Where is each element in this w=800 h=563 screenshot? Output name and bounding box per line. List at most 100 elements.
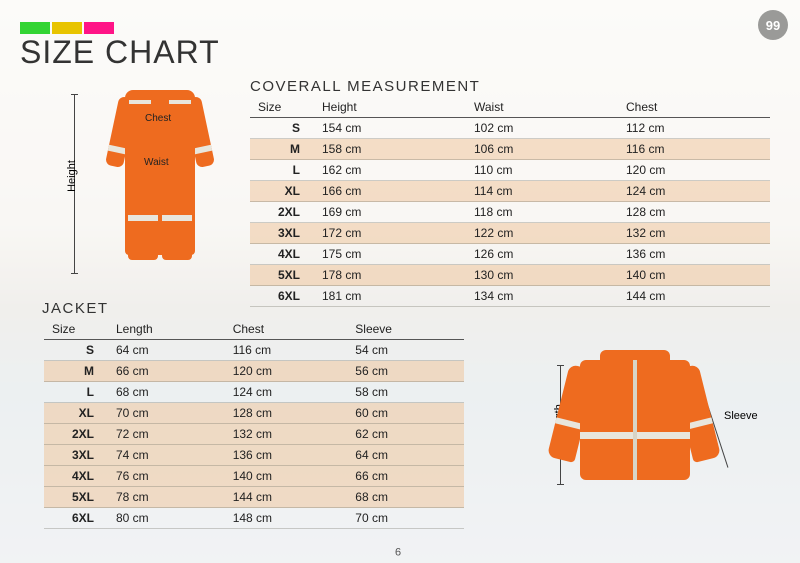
jacket-illustration — [530, 348, 740, 508]
table-row: 5XL78 cm144 cm68 cm — [44, 487, 464, 508]
table-row: M66 cm120 cm56 cm — [44, 361, 464, 382]
cell-chest: 116 cm — [618, 139, 770, 160]
table-row: 2XL72 cm132 cm62 cm — [44, 424, 464, 445]
cell-chest: 128 cm — [225, 403, 348, 424]
coverall-illustration: Chest Waist — [90, 85, 230, 275]
jk-th-chest: Chest — [225, 319, 348, 340]
table-row: 6XL80 cm148 cm70 cm — [44, 508, 464, 529]
cell-sleeve: 56 cm — [347, 361, 464, 382]
cell-sleeve: 58 cm — [347, 382, 464, 403]
cell-chest: 144 cm — [618, 286, 770, 307]
brand-color-blocks — [20, 22, 114, 34]
cell-size: M — [250, 139, 314, 160]
cell-length: 72 cm — [108, 424, 225, 445]
cell-height: 175 cm — [314, 244, 466, 265]
cell-length: 80 cm — [108, 508, 225, 529]
cell-size: 3XL — [250, 223, 314, 244]
cell-size: L — [44, 382, 108, 403]
cell-chest: 140 cm — [618, 265, 770, 286]
cell-chest: 140 cm — [225, 466, 348, 487]
cell-size: 4XL — [250, 244, 314, 265]
cell-sleeve: 54 cm — [347, 340, 464, 361]
table-row: XL70 cm128 cm60 cm — [44, 403, 464, 424]
jacket-table: Size Length Chest Sleeve S64 cm116 cm54 … — [44, 319, 464, 529]
block-yellow — [52, 22, 82, 34]
table-row: 3XL172 cm122 cm132 cm — [250, 223, 770, 244]
cov-th-size: Size — [250, 97, 314, 118]
cell-chest: 132 cm — [618, 223, 770, 244]
cell-waist: 118 cm — [466, 202, 618, 223]
cell-height: 162 cm — [314, 160, 466, 181]
cell-size: 2XL — [250, 202, 314, 223]
cell-size: 5XL — [44, 487, 108, 508]
cell-height: 158 cm — [314, 139, 466, 160]
cell-chest: 124 cm — [618, 181, 770, 202]
cell-length: 66 cm — [108, 361, 225, 382]
block-green — [20, 22, 50, 34]
cell-length: 78 cm — [108, 487, 225, 508]
cell-length: 70 cm — [108, 403, 225, 424]
cell-height: 178 cm — [314, 265, 466, 286]
cell-height: 154 cm — [314, 118, 466, 139]
table-row: 5XL178 cm130 cm140 cm — [250, 265, 770, 286]
cell-sleeve: 60 cm — [347, 403, 464, 424]
cell-chest: 120 cm — [225, 361, 348, 382]
cell-waist: 110 cm — [466, 160, 618, 181]
cell-size: 6XL — [44, 508, 108, 529]
cell-size: S — [44, 340, 108, 361]
cell-sleeve: 68 cm — [347, 487, 464, 508]
cell-size: 5XL — [250, 265, 314, 286]
coverall-waist-label: Waist — [144, 157, 169, 168]
cell-size: XL — [250, 181, 314, 202]
cell-chest: 144 cm — [225, 487, 348, 508]
cov-th-chest: Chest — [618, 97, 770, 118]
jacket-table-section: JACKET Size Length Chest Sleeve S64 cm11… — [44, 300, 464, 529]
cell-chest: 128 cm — [618, 202, 770, 223]
table-row: L68 cm124 cm58 cm — [44, 382, 464, 403]
table-row: 2XL169 cm118 cm128 cm — [250, 202, 770, 223]
block-pink — [84, 22, 114, 34]
jk-th-sleeve: Sleeve — [347, 319, 464, 340]
table-row: L162 cm110 cm120 cm — [250, 160, 770, 181]
cell-waist: 126 cm — [466, 244, 618, 265]
jk-th-size: Size — [44, 319, 108, 340]
table-row: S154 cm102 cm112 cm — [250, 118, 770, 139]
cell-chest: 148 cm — [225, 508, 348, 529]
cell-sleeve: 64 cm — [347, 445, 464, 466]
cell-waist: 122 cm — [466, 223, 618, 244]
cell-chest: 124 cm — [225, 382, 348, 403]
cell-sleeve: 62 cm — [347, 424, 464, 445]
coverall-chest-label: Chest — [145, 113, 171, 124]
jk-th-length: Length — [108, 319, 225, 340]
cell-chest: 132 cm — [225, 424, 348, 445]
cell-sleeve: 66 cm — [347, 466, 464, 487]
cell-chest: 136 cm — [225, 445, 348, 466]
table-row: 3XL74 cm136 cm64 cm — [44, 445, 464, 466]
cell-waist: 102 cm — [466, 118, 618, 139]
cell-size: L — [250, 160, 314, 181]
cell-size: XL — [44, 403, 108, 424]
cov-th-height: Height — [314, 97, 466, 118]
cov-th-waist: Waist — [466, 97, 618, 118]
coverall-table: Size Height Waist Chest S154 cm102 cm112… — [250, 97, 770, 307]
table-row: 4XL76 cm140 cm66 cm — [44, 466, 464, 487]
cell-waist: 130 cm — [466, 265, 618, 286]
cell-length: 64 cm — [108, 340, 225, 361]
cell-length: 76 cm — [108, 466, 225, 487]
jacket-section-title: JACKET — [42, 300, 464, 317]
cell-size: S — [250, 118, 314, 139]
coverall-table-section: COVERALL MEASUREMENT Size Height Waist C… — [250, 78, 770, 307]
cell-chest: 136 cm — [618, 244, 770, 265]
cell-chest: 112 cm — [618, 118, 770, 139]
cell-size: 3XL — [44, 445, 108, 466]
cell-height: 166 cm — [314, 181, 466, 202]
cell-waist: 106 cm — [466, 139, 618, 160]
page-title: SIZE CHART — [20, 34, 220, 71]
cell-size: M — [44, 361, 108, 382]
cell-waist: 134 cm — [466, 286, 618, 307]
page-number: 9 — [395, 545, 401, 557]
table-row: XL166 cm114 cm124 cm — [250, 181, 770, 202]
coverall-section-title: COVERALL MEASUREMENT — [250, 78, 770, 95]
cell-chest: 120 cm — [618, 160, 770, 181]
table-row: 4XL175 cm126 cm136 cm — [250, 244, 770, 265]
